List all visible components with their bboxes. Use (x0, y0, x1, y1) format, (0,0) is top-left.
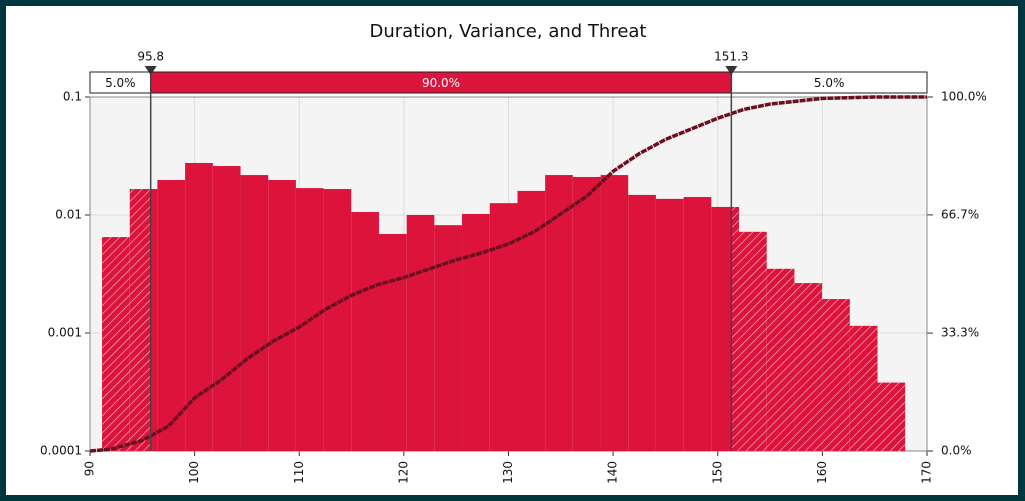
bar (462, 213, 490, 451)
y2-tick-label: 66.7% (941, 207, 979, 221)
bar (572, 176, 601, 451)
bar (212, 166, 241, 451)
bar (323, 189, 352, 451)
x-tick-label: 130 (501, 461, 515, 484)
bar (185, 162, 213, 452)
bar (655, 198, 684, 451)
bar (268, 179, 296, 451)
bar (600, 175, 629, 451)
x-tick-label: 140 (606, 461, 620, 484)
percentile-label: 95.8 (137, 50, 164, 64)
bar (378, 234, 407, 451)
hatch (877, 382, 906, 451)
y-tick-label: 0.01 (55, 208, 82, 222)
x-tick-label: 120 (396, 461, 410, 484)
overlay: 5.0% 90.0% 5.0%95.8 151.3 (89, 50, 928, 453)
hatch (102, 237, 130, 451)
percentile-marker (725, 66, 738, 75)
hatch (822, 299, 850, 451)
hatch (731, 206, 739, 451)
bar (628, 194, 656, 451)
percentile-label: 151.3 (714, 50, 748, 64)
x-tick-label: 110 (292, 461, 306, 484)
y-tick-label: 0.001 (48, 326, 82, 340)
hatch (794, 283, 823, 451)
bar (351, 212, 379, 451)
cumulative-line (89, 95, 927, 453)
band-label: 5.0% (105, 76, 136, 90)
bar (240, 175, 269, 451)
band-label: 90.0% (422, 76, 460, 90)
x-tick-label: 100 (187, 461, 201, 484)
hatch (766, 268, 795, 451)
y-tick-label: 0.0001 (40, 444, 82, 458)
bar (683, 197, 712, 451)
y-tick-label: 0.1 (63, 90, 82, 104)
hatch (849, 325, 878, 451)
bars (102, 162, 906, 452)
bar (517, 190, 546, 451)
x-tick-label: 170 (920, 461, 934, 484)
percentile-marker (144, 66, 157, 75)
x-tick-label: 90 (83, 461, 97, 476)
bar (157, 179, 186, 451)
hatch (738, 231, 767, 451)
hatch (129, 189, 151, 451)
band-label: 5.0% (814, 76, 845, 90)
y2-tick-label: 33.3% (941, 326, 979, 340)
y2-tick-label: 100.0% (941, 90, 987, 104)
x-tick-label: 150 (710, 461, 724, 484)
y2-tick-label: 0.0% (941, 444, 972, 458)
bar (406, 215, 435, 451)
chart-title: Duration, Variance, and Threat (370, 21, 647, 42)
x-tick-label: 160 (815, 461, 829, 484)
